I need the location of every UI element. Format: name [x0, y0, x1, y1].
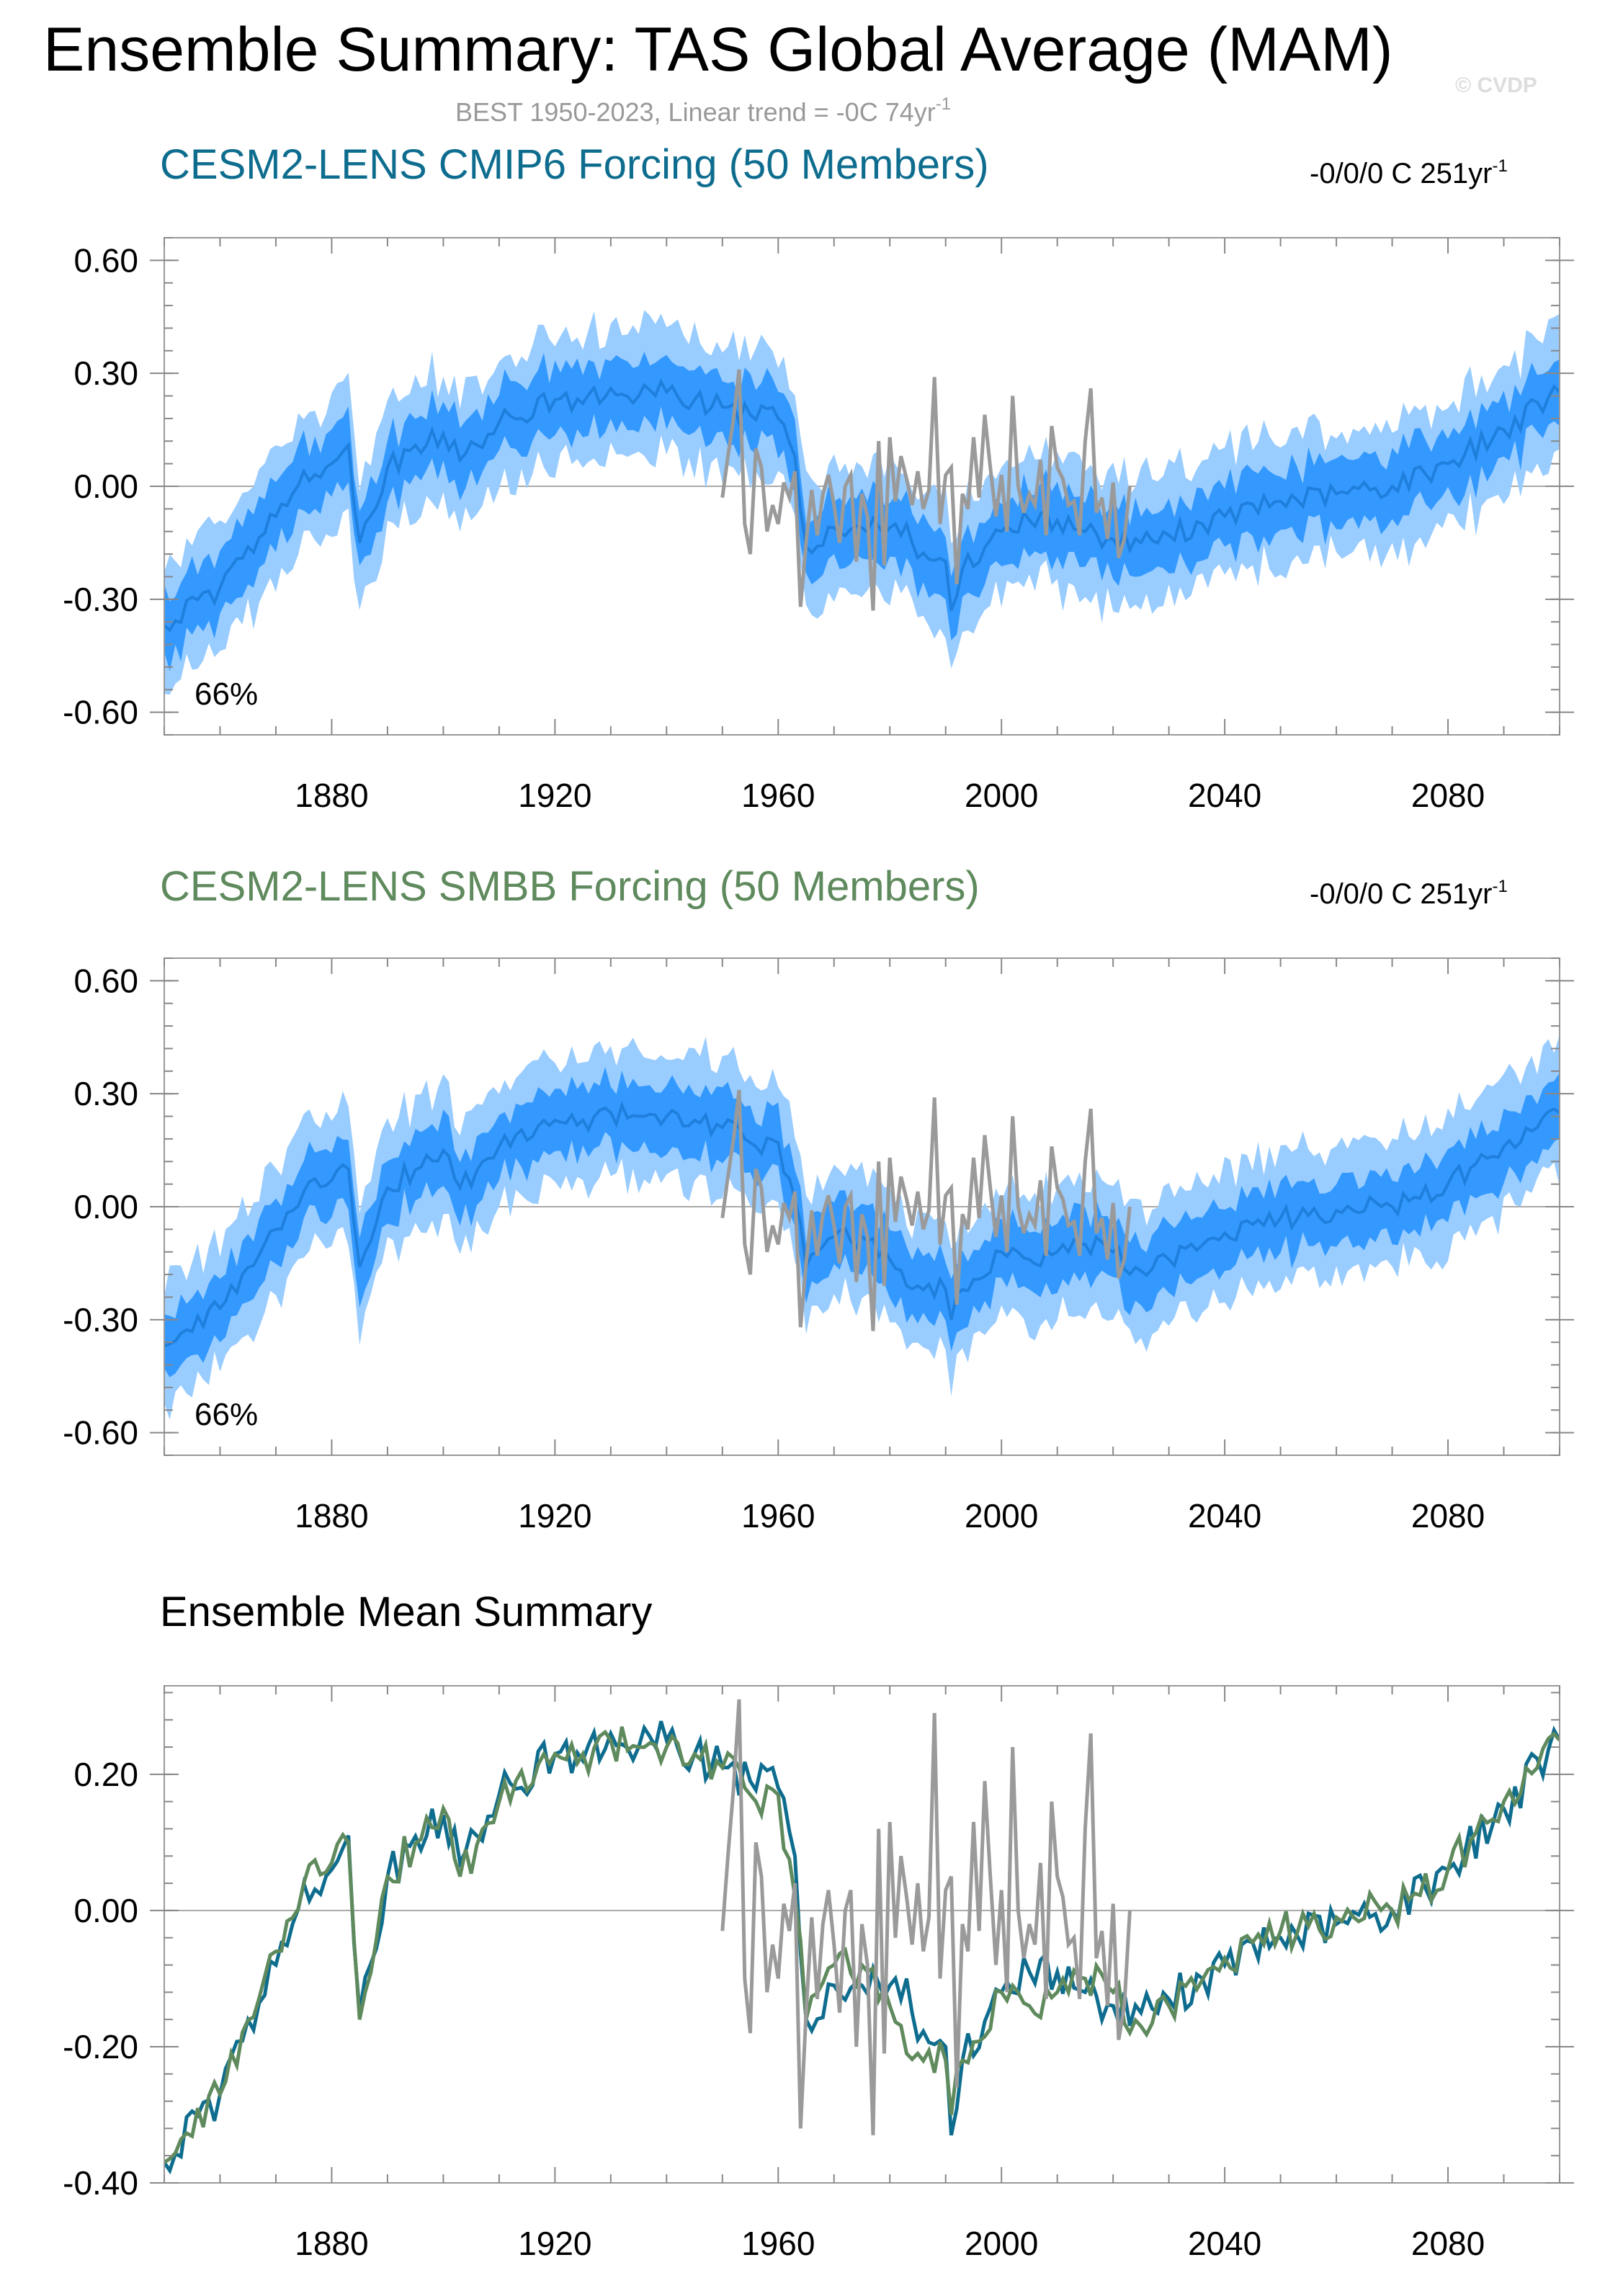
- x-tick-label: 2080: [1411, 2225, 1485, 2262]
- x-tick-label: 1880: [295, 1497, 368, 1535]
- plot-area: [164, 310, 1560, 695]
- trend-value: -0/0/0 C 251yr: [1310, 158, 1492, 189]
- panel-smbb: CESM2-LENS SMBB Forcing (50 Members) -0/…: [63, 863, 1574, 1535]
- y-tick-label: -0.30: [63, 1301, 138, 1339]
- y-tick-label: 0.60: [73, 962, 138, 999]
- panel-ensemble-mean-summary: Ensemble Mean Summary 1880 1920 1960 2000 20…: [63, 1589, 1574, 2262]
- panel-title-smbb: CESM2-LENS SMBB Forcing (50 Members): [160, 863, 980, 910]
- percentile-label-cmip6: 66%: [195, 676, 258, 712]
- observations-line: [720, 369, 1132, 611]
- x-tick-label: 1880: [295, 2225, 368, 2262]
- x-tick-label: 2000: [965, 1497, 1038, 1535]
- trend-superscript: -1: [1492, 877, 1507, 896]
- observations-line: [720, 1699, 1132, 2135]
- x-tick-label: 2000: [965, 2225, 1038, 2262]
- x-tick-label: 2040: [1188, 2225, 1261, 2262]
- y-tick-label: 0.00: [73, 468, 138, 505]
- y-tick-label: -0.60: [63, 1414, 138, 1452]
- plot-frame: [164, 1685, 1560, 2184]
- y-tick-label: 0.30: [73, 354, 138, 392]
- y-tick-label: 0.20: [73, 1756, 138, 1793]
- panel-trend-smbb: -0/0/0 C 251yr-1: [1310, 877, 1508, 910]
- y-tick-label: 0.60: [73, 241, 138, 279]
- y-tick-label: 0.30: [73, 1075, 138, 1112]
- panel-title-cmip6: CESM2-LENS CMIP6 Forcing (50 Members): [160, 141, 989, 188]
- x-tick-label: 1920: [518, 1497, 591, 1535]
- y-tick-label: 0.00: [73, 1892, 138, 1929]
- y-tick-label: -0.30: [63, 581, 138, 618]
- observations-line: [720, 1089, 1132, 1331]
- panel-trend-cmip6: -0/0/0 C 251yr-1: [1310, 156, 1508, 189]
- percentile-label-smbb: 66%: [195, 1397, 258, 1432]
- x-tick-label: 2080: [1411, 1497, 1485, 1535]
- x-tick-label: 1960: [741, 777, 815, 814]
- cmip6-mean-line: [164, 1720, 1560, 2175]
- x-tick-label: 2040: [1188, 777, 1261, 814]
- trend-value: -0/0/0 C 251yr: [1310, 878, 1492, 910]
- y-tick-label: 0.00: [73, 1188, 138, 1225]
- ensemble-mean-line: [164, 378, 1560, 633]
- x-tick-label: 2000: [965, 777, 1038, 814]
- x-tick-label: 1960: [741, 2225, 815, 2262]
- x-tick-label: 1920: [518, 777, 591, 814]
- trend-superscript: -1: [1492, 156, 1507, 176]
- plot-area: [164, 1035, 1560, 1420]
- main-title: Ensemble Summary: TAS Global Average (MA…: [43, 15, 1393, 84]
- y-tick-label: -0.20: [63, 2028, 138, 2065]
- ensemble-mean-line: [164, 1101, 1560, 1348]
- smbb-mean-line: [164, 1726, 1560, 2164]
- subtitle-superscript: -1: [936, 94, 951, 114]
- plot-area: [164, 1699, 1560, 2175]
- x-tick-label: 2080: [1411, 777, 1485, 814]
- subtitle: BEST 1950-2023, Linear trend = -0C 74yr-…: [455, 94, 951, 127]
- cvdp-watermark: © CVDP: [1455, 73, 1537, 97]
- y-tick-label: -0.40: [63, 2164, 138, 2202]
- x-tick-label: 1920: [518, 2225, 591, 2262]
- y-tick-label: -0.60: [63, 694, 138, 731]
- panel-title-ensemble-mean: Ensemble Mean Summary: [160, 1589, 652, 1635]
- panel-cmip6: CESM2-LENS CMIP6 Forcing (50 Members) -0…: [63, 141, 1574, 814]
- x-tick-label: 1880: [295, 777, 368, 814]
- x-tick-label: 2040: [1188, 1497, 1261, 1535]
- subtitle-main: BEST 1950-2023, Linear trend = -0C 74yr: [455, 97, 936, 127]
- x-tick-label: 1960: [741, 1497, 815, 1535]
